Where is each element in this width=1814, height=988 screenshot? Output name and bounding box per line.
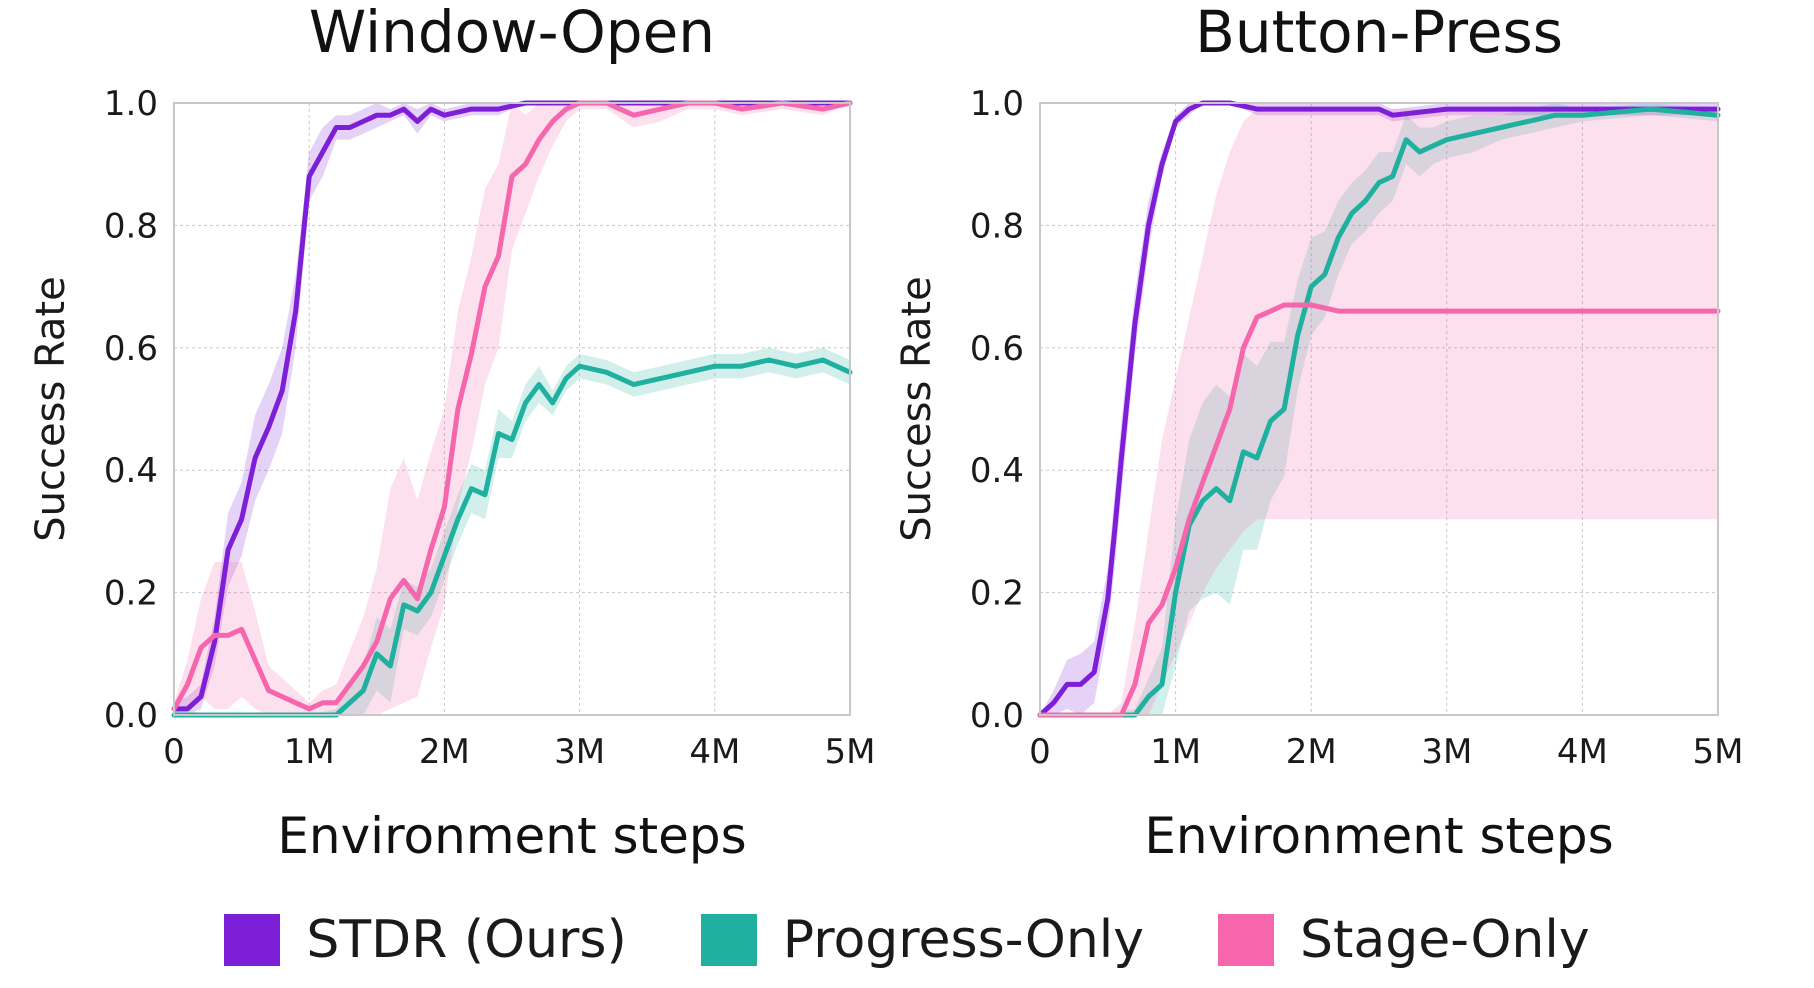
x-tick-label: 3M — [1421, 732, 1472, 772]
x-axis-label: Environment steps — [277, 807, 746, 865]
x-tick-label: 3M — [554, 732, 605, 772]
y-tick-label: 0.4 — [970, 451, 1024, 491]
series-line-stage-only — [1037, 302, 1721, 718]
legend-swatch-progress-only — [700, 914, 757, 966]
legend-item-stage-only: Stage-Only — [1218, 910, 1590, 970]
series-line-stdr-ours — [1037, 100, 1721, 718]
legend-item-stdr: STDR (Ours) — [224, 910, 627, 970]
legend: STDR (Ours) Progress-Only Stage-Only — [0, 900, 1814, 980]
series-line-stdr-ours — [171, 100, 853, 712]
legend-label-stdr: STDR (Ours) — [306, 910, 627, 970]
y-tick-label: 1.0 — [104, 84, 158, 124]
x-tick-label: 2M — [419, 732, 470, 772]
y-tick-label: 0.6 — [104, 329, 158, 369]
x-tick-label: 0 — [1029, 732, 1051, 772]
plot-frame — [173, 102, 851, 716]
legend-label-progress-only: Progress-Only — [782, 910, 1145, 970]
band-progress-only — [174, 347, 850, 715]
legend-swatch-stage-only — [1218, 914, 1275, 966]
x-tick-label: 1M — [284, 732, 335, 772]
y-tick-label: 0.2 — [104, 574, 158, 614]
series-line-stage-only — [171, 100, 853, 712]
legend-label-stage-only: Stage-Only — [1300, 910, 1590, 970]
band-progress-only — [1040, 103, 1718, 715]
y-tick-label: 0.6 — [970, 329, 1024, 369]
y-axis-label: Success Rate — [28, 276, 74, 541]
x-tick-label: 0 — [163, 732, 185, 772]
series-line-progress-only — [1037, 106, 1721, 718]
y-tick-label: 0.2 — [970, 574, 1024, 614]
chart-title: Button-Press — [1195, 0, 1563, 66]
charts-canvas: 0.0 0.2 0.4 0.6 0.8 1.0 0 1M 2M 3M 4M 5M Window-Open… — [28, 0, 1743, 865]
band-stage-only — [1040, 109, 1718, 716]
y-tick-label: 0.4 — [104, 451, 158, 491]
y-tick-label: 0.8 — [970, 206, 1024, 246]
plot-frame — [1039, 102, 1719, 716]
x-tick-label: 4M — [689, 732, 740, 772]
chart-panel-window-open: 0.0 0.2 0.4 0.6 0.8 1.0 0 1M 2M 3M 4M 5M Window-Open… — [28, 0, 875, 865]
legend-swatch-stdr — [224, 914, 281, 966]
plot-area — [174, 103, 850, 715]
x-tick-label: 5M — [825, 732, 876, 772]
series-line-progress-only — [171, 357, 853, 718]
x-tick-label: 1M — [1150, 732, 1201, 772]
chart-panel-button-press: 0.0 0.2 0.4 0.6 0.8 1.0 0 1M 2M 3M 4M 5M Button-Pres… — [894, 0, 1743, 865]
y-tick-label: 0.0 — [970, 696, 1024, 736]
x-tick-label: 4M — [1557, 732, 1608, 772]
band-stage-only — [174, 103, 850, 715]
y-axis-label: Success Rate — [894, 276, 940, 541]
chart-title: Window-Open — [309, 0, 715, 66]
x-axis-label: Environment steps — [1144, 807, 1613, 865]
y-tick-label: 1.0 — [970, 84, 1024, 124]
x-tick-label: 2M — [1286, 732, 1337, 772]
y-tick-label: 0.0 — [104, 696, 158, 736]
legend-item-progress-only: Progress-Only — [700, 910, 1145, 970]
x-tick-label: 5M — [1693, 732, 1744, 772]
y-tick-label: 0.8 — [104, 206, 158, 246]
